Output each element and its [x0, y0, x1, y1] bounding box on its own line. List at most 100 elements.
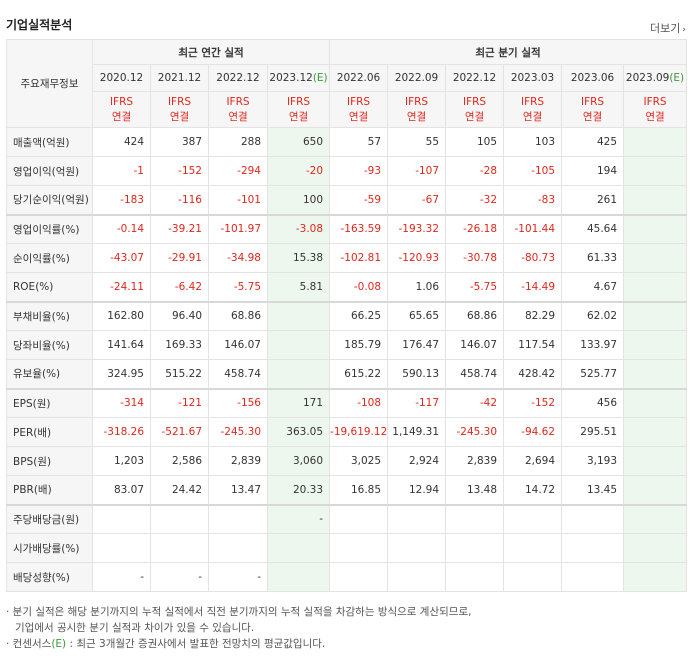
chevron-right-icon: ›	[682, 25, 686, 35]
table-cell: 176.47	[387, 330, 447, 360]
ifrs-header: IFRS 연결	[150, 91, 209, 128]
row-label: 시가배당률(%)	[6, 533, 93, 563]
table-cell: -42	[445, 387, 505, 418]
period-header: 2022.12	[208, 64, 268, 92]
table-cell: 2,839	[445, 446, 505, 476]
table-cell: 68.86	[208, 300, 268, 331]
period-header: 2023.06	[561, 64, 625, 92]
table-row: 당좌비율(%) 141.64 169.33 146.07 185.79 176.47 146…	[6, 330, 688, 360]
table-cell: -39.21	[150, 213, 209, 244]
table-cell: 55	[387, 127, 447, 157]
table-cell: 458.74	[445, 359, 505, 389]
ifrs-header: IFRS 연결	[92, 91, 151, 128]
table-cell	[623, 533, 688, 563]
table-cell: 1,149.31	[387, 417, 447, 447]
row-label: 주당배당금(원)	[6, 503, 93, 534]
table-cell: 103	[503, 127, 563, 157]
table-cell: 515.22	[150, 359, 209, 389]
basis-label: 연결	[111, 110, 132, 123]
table-cell: 13.47	[208, 475, 268, 505]
table-cell: -6.42	[150, 272, 209, 302]
table-cell: 65.65	[387, 300, 447, 331]
footnote-3-prefix: · 컨센서스	[6, 638, 52, 650]
table-cell: 428.42	[503, 359, 563, 389]
table-cell	[208, 533, 268, 563]
ifrs-label: IFRS	[520, 95, 545, 108]
table-row: 당기순이익(억원) -183 -116 -101 100 -59 -67 -32 -83 261	[6, 185, 688, 215]
table-cell: -29.91	[150, 243, 209, 273]
ifrs-header: IFRS 연결	[561, 91, 625, 128]
table-cell	[503, 503, 563, 534]
table-cell: 146.07	[208, 330, 268, 360]
ifrs-header: IFRS 연결	[503, 91, 563, 128]
table-cell: 458.74	[208, 359, 268, 389]
basis-label: 연결	[169, 110, 190, 123]
table-cell: 66.25	[329, 300, 389, 331]
table-row: PER(배) -318.26 -521.67 -245.30 363.05 -19,619…	[6, 417, 688, 447]
table-cell	[623, 185, 688, 215]
table-cell: 14.72	[503, 475, 563, 505]
table-cell	[387, 503, 447, 534]
more-link[interactable]: 더보기 ›	[650, 20, 686, 36]
table-cell: -32	[445, 185, 505, 215]
table-cell: 45.64	[561, 213, 625, 244]
table-cell: 20.33	[266, 475, 331, 505]
row-label: PER(배)	[6, 417, 93, 447]
basis-label: 연결	[228, 110, 248, 123]
table-cell	[208, 503, 268, 534]
basis-label: 연결	[582, 110, 603, 123]
table-cell	[623, 243, 688, 273]
table-cell	[329, 533, 389, 563]
footnote-2: 기업에서 공시한 분기 실적과 차이가 있을 수 있습니다.	[15, 622, 255, 634]
ifrs-header: IFRS 연결	[329, 91, 389, 128]
table-cell	[623, 387, 688, 418]
period-label: 2021.12	[157, 72, 202, 84]
table-cell: 590.13	[387, 359, 447, 389]
table-row: 유보율(%) 324.95 515.22 458.74 615.22 590.13 458.…	[6, 359, 688, 389]
table-row: 시가배당률(%)	[6, 533, 688, 563]
table-cell: 24.42	[150, 475, 209, 505]
basis-label: 연결	[645, 110, 665, 123]
row-label: ROE(%)	[6, 272, 93, 302]
corner-label: 주요재무정보	[6, 39, 93, 128]
period-header: 2023.09(E)	[623, 64, 688, 92]
row-label: 매출액(억원)	[6, 127, 93, 157]
table-cell: -152	[503, 387, 563, 418]
table-cell: -120.93	[387, 243, 447, 273]
table-cell	[150, 533, 209, 563]
table-cell: 1,203	[92, 446, 151, 476]
table-cell: -	[208, 562, 268, 592]
table-cell: -93	[329, 156, 389, 186]
table-cell: -	[150, 562, 209, 592]
table-cell	[329, 503, 389, 534]
period-label: 2023.03	[510, 72, 555, 84]
row-label: 당기순이익(억원)	[6, 185, 93, 215]
table-cell: -163.59	[329, 213, 389, 244]
period-label: 2023.09	[625, 72, 670, 84]
table-cell: 194	[561, 156, 625, 186]
ifrs-header: IFRS 연결	[445, 91, 505, 128]
table-cell: 2,839	[208, 446, 268, 476]
basis-label: 연결	[406, 110, 427, 123]
table-cell	[266, 330, 331, 360]
table-cell: -152	[150, 156, 209, 186]
ifrs-header: IFRS 연결	[387, 91, 447, 128]
row-label: BPS(원)	[6, 446, 93, 476]
table-cell: -	[266, 503, 331, 534]
table-cell	[623, 156, 688, 186]
table-cell: 96.40	[150, 300, 209, 331]
ifrs-label: IFRS	[643, 95, 667, 108]
table-cell: 4.67	[561, 272, 625, 302]
ifrs-label: IFRS	[462, 95, 487, 108]
row-label: 당좌비율(%)	[6, 330, 93, 360]
table-cell: -0.14	[92, 213, 151, 244]
table-cell: -80.73	[503, 243, 563, 273]
table-cell: 61.33	[561, 243, 625, 273]
table-cell: 171	[266, 387, 331, 418]
table-cell	[266, 300, 331, 331]
table-cell: 3,060	[266, 446, 331, 476]
table-cell	[623, 475, 688, 505]
table-cell	[623, 562, 688, 592]
table-cell: -116	[150, 185, 209, 215]
period-label: 2022.12	[216, 72, 260, 84]
